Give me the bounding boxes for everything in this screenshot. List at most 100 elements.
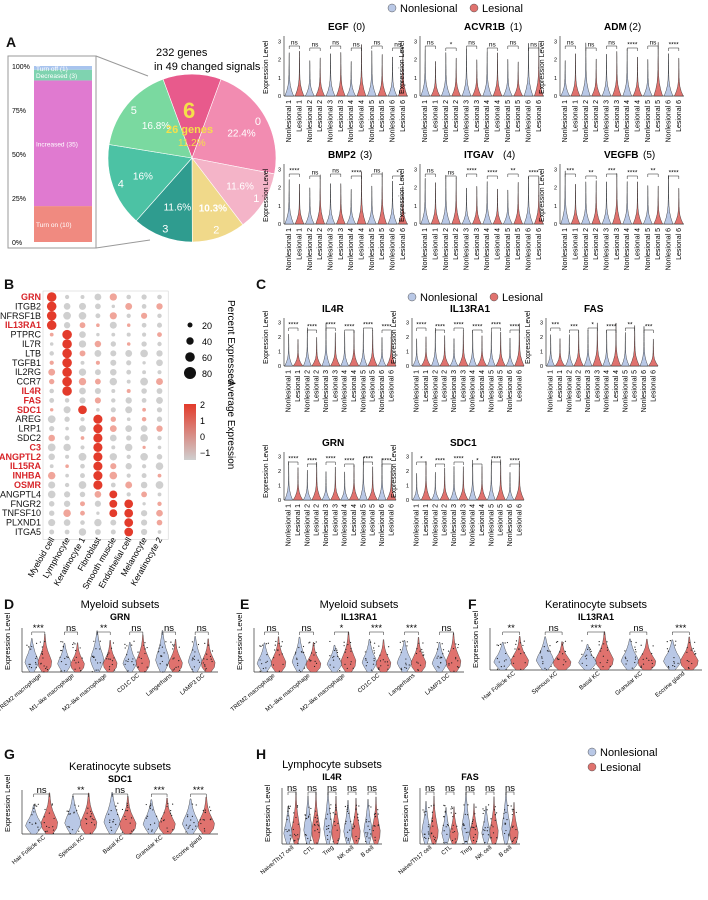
violin-a-vegfb-violin — [591, 180, 601, 225]
subset-e-il13ra1-point — [339, 658, 341, 660]
dotplot-dot — [124, 499, 134, 509]
violin-a-vegfb-violin — [570, 184, 581, 225]
violin-a-egf-sig-bracket — [392, 47, 404, 51]
subset-g-sdc1-point — [31, 814, 33, 816]
subset-g-sdc1-point — [35, 822, 37, 825]
subset-d-grn-point — [92, 655, 94, 657]
subset-h-il4r-point — [329, 812, 331, 814]
violin-a-adm-ylabel: Expression Level — [539, 40, 546, 94]
subset-e-il13ra1-point — [333, 655, 335, 658]
violin-a-bmp2-violin — [377, 172, 387, 225]
subset-g-sdc1-point — [203, 828, 206, 830]
subset-d-grn-sig: ** — [100, 623, 108, 634]
dotplot-dot — [95, 360, 100, 365]
dotplot-dot — [125, 481, 133, 489]
subset-d-grn-point — [161, 660, 163, 663]
subset-h-il4r-point — [307, 837, 309, 840]
subset-h-il4r-point — [358, 805, 360, 807]
subset-h-il4r-point — [335, 804, 337, 806]
subset-e-il13ra1-point — [439, 657, 441, 659]
subset-h-il4r-point — [309, 813, 311, 815]
subset-f-il13ra1-violin-lesional — [595, 631, 614, 671]
subset-h-il4r-point — [289, 834, 291, 836]
legend-top-lesional-swatch — [469, 3, 479, 13]
subset-g-sdc1-point — [191, 815, 194, 818]
subset-f-il13ra1-point — [666, 641, 668, 643]
violin-c-grn-xtick: Nonlesional 5 — [360, 504, 367, 547]
subset-g-sdc1-point — [37, 826, 39, 828]
dotplot-dot — [48, 434, 55, 442]
stacked-bar-label: Turn on (10) — [36, 222, 72, 229]
violin-a-adm-violin — [560, 60, 570, 97]
dotplot-dot — [63, 519, 71, 526]
subset-e-il13ra1-point — [315, 641, 317, 643]
subset-e-il13ra1-point — [350, 661, 352, 663]
subset-e-il13ra1-sig: ns — [266, 623, 276, 634]
subset-g-sdc1-point — [147, 828, 149, 830]
subset-h-fas-point — [473, 836, 475, 838]
violin-c-sdc1-xtick: Lesional 5 — [498, 504, 505, 536]
violin-c-il4r-xtick: Lesional 4 — [351, 370, 358, 402]
subset-f-il13ra1-point — [503, 665, 505, 667]
subset-e-il13ra1-point — [278, 670, 280, 672]
subset-d-grn-point — [144, 642, 146, 644]
violin-c-il4r-violin — [292, 339, 304, 367]
subset-g-sdc1-point — [151, 830, 153, 832]
violin-c-sdc1-xtick: Nonlesional 3 — [451, 504, 458, 547]
violin-a-egf-xtick: Lesional 5 — [379, 100, 386, 132]
color-legend-tick: 2 — [200, 400, 205, 410]
subset-d-grn-point — [173, 657, 175, 659]
subset-d-grn-point — [28, 646, 30, 648]
subset-h-il4r-sig: ns — [347, 783, 357, 794]
subset-d-grn-sig-bracket — [162, 631, 176, 635]
violin-c-il13ra1-ytick: 3 — [406, 320, 409, 326]
subset-e-il13ra1-point — [453, 670, 455, 672]
subset-h-il4r-violin-nonlesional — [303, 795, 313, 845]
subset-e-il13ra1-point — [274, 649, 276, 651]
violin-a-vegfb-xtick: Lesional 1 — [573, 228, 580, 260]
violin-a-itgav-sig-bracket — [507, 173, 519, 177]
violin-a-vegfb-sig-bracket — [668, 175, 680, 179]
dotplot-frame — [42, 290, 169, 540]
violin-c-fas-ytick: 1 — [540, 349, 543, 355]
subset-h-il4r-point — [370, 806, 372, 808]
violin-a-itgav-xtick: Lesional 4 — [495, 228, 502, 260]
subset-d-grn-point — [113, 669, 116, 671]
subset-h-fas-point — [428, 824, 430, 826]
subset-h-fas-point — [482, 833, 484, 835]
violin-a-bmp2-violin — [284, 179, 294, 225]
subset-h-il4r-point — [346, 810, 349, 813]
violin-c-il13ra1-violin — [449, 338, 459, 367]
subset-h-il4r-point — [336, 829, 338, 831]
legend-h-nonlesional-label: Nonlesional — [600, 747, 657, 759]
subset-h-il4r-point — [344, 823, 347, 825]
subset-f-il13ra1-point — [690, 649, 692, 651]
subset-g-sdc1-sig: ns — [37, 785, 47, 796]
dotplot-dot — [63, 322, 71, 329]
subset-f-il13ra1-point — [606, 641, 608, 643]
subset-e-il13ra1-point — [349, 641, 352, 644]
violin-a-vegfb-sig-bracket — [585, 175, 597, 179]
dotplot-dot — [140, 481, 148, 489]
violin-a-adm-xtick: Lesional 5 — [655, 100, 662, 132]
violin-c-sdc1-xtick: Lesional 1 — [423, 504, 430, 536]
violin-a-vegfb-violin — [632, 181, 643, 225]
subset-f-il13ra1-point — [646, 657, 648, 659]
violin-a-bmp2-xtick: Nonlesional 5 — [369, 228, 376, 271]
dotplot-dot — [49, 529, 55, 535]
subset-d-grn-point — [62, 641, 64, 643]
dotplot-dot — [80, 445, 85, 450]
subset-h-il4r-point — [297, 838, 299, 840]
subset-e-il13ra1-point — [419, 664, 422, 666]
subset-e-il13ra1-sig-bracket — [264, 631, 279, 635]
violin-c-sdc1-ylabel: Expression Level — [391, 444, 398, 498]
subset-d-grn-point — [96, 662, 99, 664]
dotplot-dot — [141, 416, 147, 422]
subset-h-fas-point — [508, 833, 510, 835]
violin-a-egf-sig-bracket — [288, 45, 300, 49]
subset-h-fas-point — [483, 829, 485, 831]
violin-a-adm-xtick: Nonlesional 1 — [562, 100, 569, 143]
subset-d-grn-point — [73, 659, 75, 661]
